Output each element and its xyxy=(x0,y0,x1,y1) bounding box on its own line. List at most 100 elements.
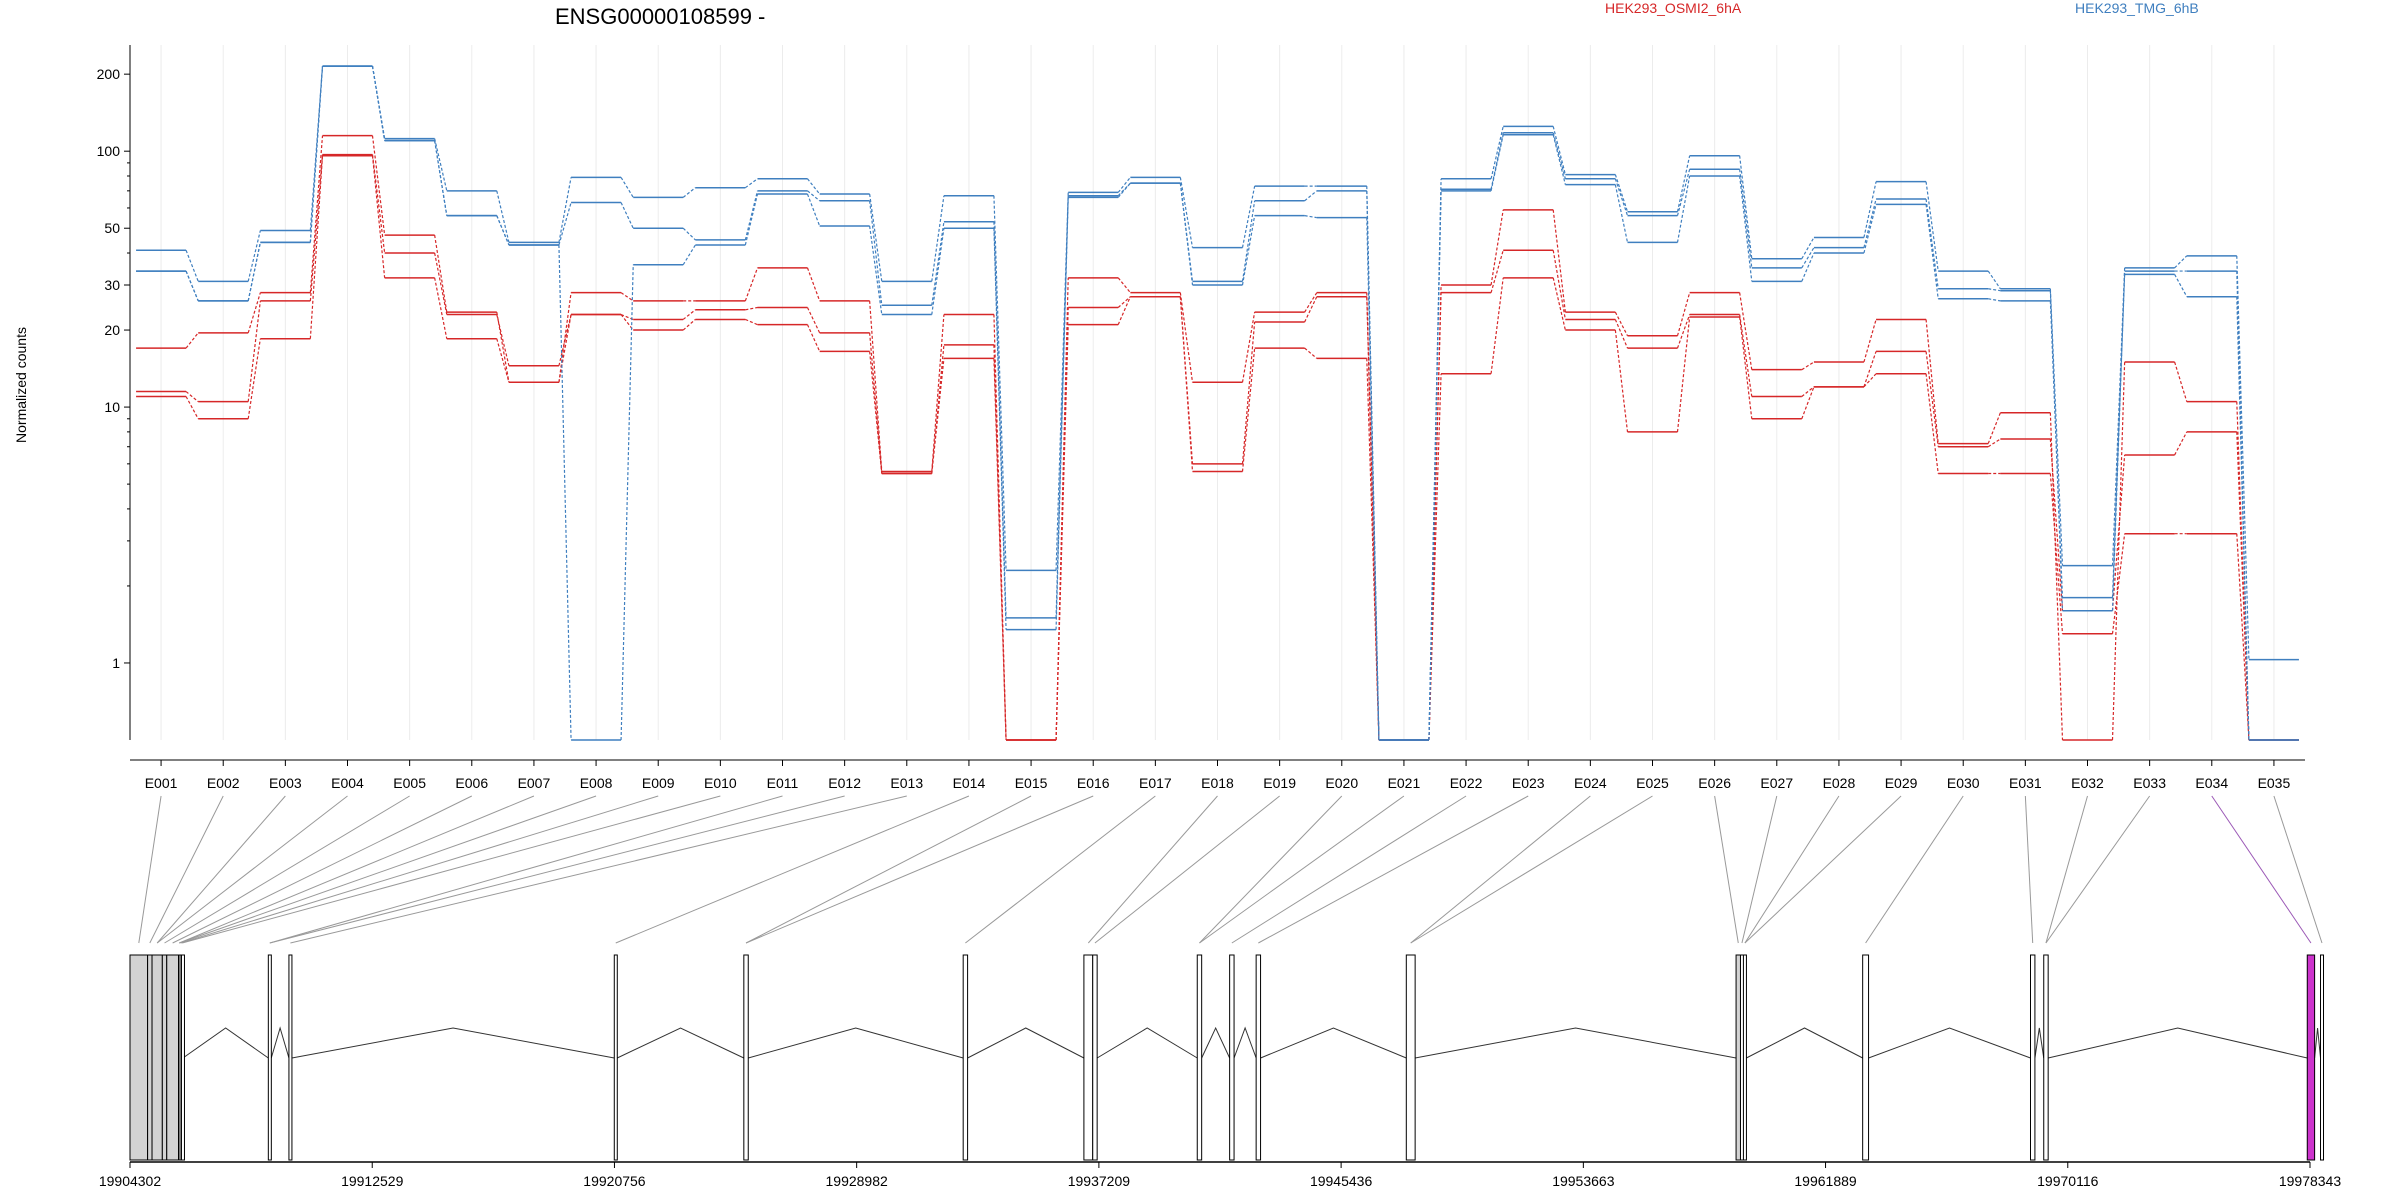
series-connector xyxy=(1552,250,1566,320)
exon-connectors xyxy=(138,795,2323,944)
series-connector xyxy=(1801,386,1815,420)
exon-connector xyxy=(1199,795,1343,944)
x-tick-label: E012 xyxy=(828,775,861,791)
intron-line xyxy=(291,1027,615,1059)
series-connector xyxy=(1925,319,1939,444)
series-connector xyxy=(1801,386,1815,397)
x-tick-label: E011 xyxy=(767,775,799,791)
intron-line xyxy=(1260,1027,1407,1059)
x-tick-label: E035 xyxy=(2258,775,2291,791)
series-connector xyxy=(2049,439,2064,611)
series-connector xyxy=(1241,348,1256,472)
series-connector xyxy=(309,66,324,231)
series-connector xyxy=(371,155,386,278)
exon-box xyxy=(161,954,168,1161)
series-connector xyxy=(806,307,821,334)
series-connector xyxy=(371,66,386,141)
series-connector xyxy=(1117,182,1131,198)
series-connector xyxy=(2236,255,2250,660)
x-tick-label: E013 xyxy=(890,775,923,791)
series-connector xyxy=(1925,198,1939,289)
series-connector xyxy=(2049,473,2064,634)
series-connector xyxy=(744,193,759,246)
intron-line xyxy=(1096,1027,1198,1059)
series-connector xyxy=(1241,200,1256,282)
series-connector xyxy=(496,314,510,366)
series-connector xyxy=(1676,314,1691,349)
series-connector xyxy=(1428,190,1442,741)
exon-box xyxy=(129,954,149,1161)
y-tick-label: 1 xyxy=(112,655,120,671)
exon-connector xyxy=(745,795,1094,944)
x-tick-label: E020 xyxy=(1325,775,1358,791)
intron-line xyxy=(2314,1027,2322,1059)
x-tick-label: E008 xyxy=(580,775,613,791)
series-connector xyxy=(1552,134,1566,185)
series-connector xyxy=(1925,181,1939,272)
series-connector xyxy=(1179,292,1194,383)
x-tick-label: E019 xyxy=(1263,775,1296,791)
series-connector xyxy=(558,202,572,246)
series-connector xyxy=(309,155,324,339)
series-connector xyxy=(806,267,821,302)
series-connector xyxy=(2236,431,2250,741)
y-axis: 1 10 20 30 50 100 200 xyxy=(97,45,131,740)
series-connector xyxy=(1739,169,1753,268)
series-connector xyxy=(1304,347,1318,359)
series-connector xyxy=(1614,311,1629,337)
series-connector xyxy=(1490,250,1504,293)
series-connector xyxy=(1241,215,1256,286)
y-tick-label: 30 xyxy=(104,277,120,293)
series-connector xyxy=(1739,292,1753,370)
series-group xyxy=(136,154,2299,741)
exon-connector xyxy=(164,795,410,944)
series-connector xyxy=(993,358,1007,741)
series-connector xyxy=(993,228,1007,630)
series-connector xyxy=(1179,183,1194,282)
exon-connector xyxy=(156,795,286,944)
series-connector xyxy=(1987,438,2001,448)
exon-connector xyxy=(269,795,845,944)
series-connector xyxy=(309,135,324,293)
series-connector xyxy=(806,324,821,352)
series-connector xyxy=(682,187,696,198)
series-connector xyxy=(1117,296,1131,308)
intron-line xyxy=(2048,1027,2308,1059)
series-connector xyxy=(185,250,199,282)
series-connector xyxy=(558,314,572,383)
intron-line xyxy=(1868,1027,2031,1059)
exon-connector xyxy=(1410,795,1653,944)
genomic-tick-label: 19920756 xyxy=(583,1173,646,1189)
series-connector xyxy=(1863,351,1877,388)
series-connector xyxy=(806,193,821,227)
y-tick-label: 50 xyxy=(104,220,120,236)
exon-connector xyxy=(615,795,970,944)
series-connector xyxy=(2111,271,2126,611)
exon-box xyxy=(180,954,185,1161)
series-connector xyxy=(2236,533,2250,741)
series-connector xyxy=(1614,184,1629,243)
series-connector xyxy=(1614,174,1629,212)
x-tick-label: E017 xyxy=(1139,775,1172,791)
series-connector xyxy=(931,221,945,306)
series-group xyxy=(136,65,2299,741)
x-tick-label: E031 xyxy=(2009,775,2042,791)
x-tick-label: E001 xyxy=(145,775,178,791)
exon-connector xyxy=(1410,795,1591,944)
exon-connector xyxy=(2045,795,2151,944)
series-connector xyxy=(2111,533,2126,634)
exon-connector xyxy=(179,795,597,944)
series-connector xyxy=(1614,319,1629,349)
x-tick-label: E032 xyxy=(2071,775,2104,791)
series-connector xyxy=(869,351,883,474)
series-connector xyxy=(1428,373,1442,741)
vertical-gridlines xyxy=(160,45,2275,740)
series-connector xyxy=(1241,321,1256,464)
exon-box xyxy=(151,954,163,1161)
series-connector xyxy=(1863,198,1877,248)
series-connector xyxy=(931,358,945,474)
series-connector xyxy=(682,244,696,266)
exon-box xyxy=(1405,954,1416,1161)
x-tick-label: E007 xyxy=(518,775,551,791)
series-connector xyxy=(185,396,199,420)
